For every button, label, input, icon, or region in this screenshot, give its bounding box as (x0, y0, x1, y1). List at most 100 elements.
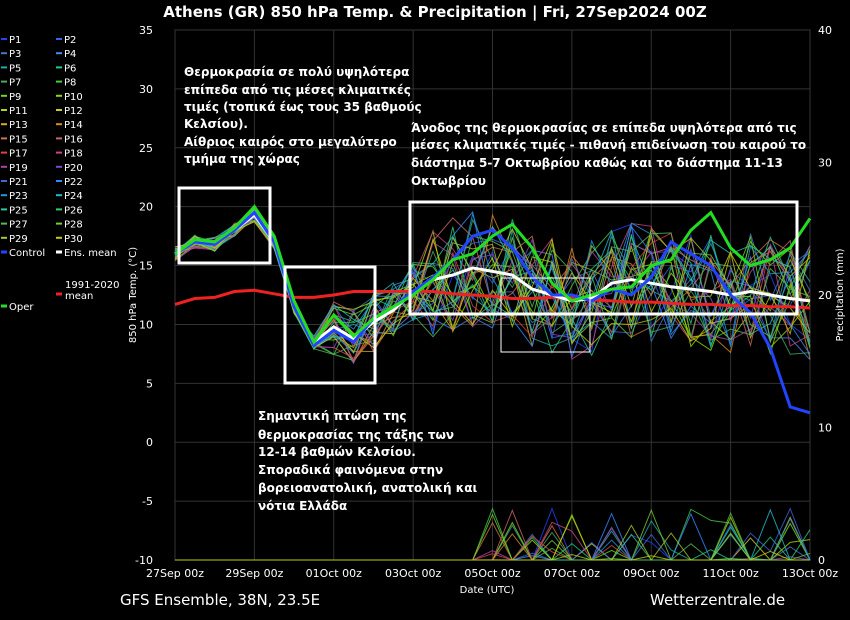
annotation-drop-line: Σημαντική πτώση της (258, 409, 407, 423)
legend-label: P8 (64, 78, 76, 89)
chart-title: Athens (GR) 850 hPa Temp. & Precipitatio… (163, 3, 707, 22)
legend-label: Control (9, 248, 45, 259)
legend-label: P25 (9, 205, 28, 216)
legend-label: P1 (9, 35, 21, 46)
annotation-drop-line: 12-14 βαθμών Κελσίου. (258, 445, 416, 459)
box-inner-period (500, 277, 591, 353)
y2-axis-ticks: 40 30 20 10 0 (818, 24, 832, 567)
legend-label: P23 (9, 191, 28, 202)
legend-label: 1991-2020 (65, 280, 120, 291)
legend-label: P12 (64, 106, 83, 117)
x-axis-label: Date (UTC) (460, 585, 515, 596)
annotation-rise-line: Οκτωβρίου (411, 174, 486, 188)
y2-axis-label: Precipitation (mm) (835, 248, 846, 341)
annotation-rise-line: Άνοδος της θερμοκρασίας σε επίπεδα υψηλό… (411, 121, 797, 135)
precip-line (175, 514, 810, 561)
x-tick-label: 01Oct 00z (306, 567, 363, 580)
y-tick-label: 35 (139, 24, 153, 37)
y-tick-label: 15 (139, 260, 153, 273)
annotation-warm-line: τμήμα της χώρας (184, 152, 300, 166)
legend: P1 P2 P3 P4 P5 P6 P7 P8 P9 P10 P11 P12 P13 P14 P15 P16 P… (1, 35, 120, 313)
annotation-warm-line: επίπεδα από τις μέσες κλιμαιτκές (184, 83, 411, 97)
annotation-drop-line: Σποραδικά φαινόμενα στην (258, 463, 443, 477)
series-line (174, 204, 812, 346)
box-cold-dip (283, 265, 377, 385)
legend-label: P13 (9, 120, 28, 131)
legend-label: mean (65, 291, 93, 302)
y-tick-label: 20 (139, 201, 153, 214)
x-axis-ticks: 27Sep 00z 29Sep 00z 01Oct 00z 03Oct 00z 05Oc… (146, 567, 838, 580)
y-tick-label: 25 (139, 142, 153, 155)
annotation-warm-line: Αίθριος καιρός στο μεγαλύτερο (184, 135, 397, 149)
legend-label: P4 (64, 49, 76, 60)
legend-label: P2 (64, 35, 76, 46)
legend-label: P6 (64, 63, 76, 74)
legend-label: P16 (64, 134, 83, 145)
y-tick-label: 10 (139, 318, 153, 331)
footer-source: GFS Ensemble, 38N, 23.5E (120, 591, 320, 609)
x-tick-label: 03Oct 00z (385, 567, 442, 580)
legend-label: P10 (64, 92, 83, 103)
box-rise-period (408, 200, 799, 316)
y2-tick-label: 10 (818, 422, 832, 435)
legend-label: P5 (9, 63, 21, 74)
y2-tick-label: 20 (818, 289, 832, 302)
legend-label: P22 (64, 177, 83, 188)
annotation-drop: Σημαντική πτώση της θερμοκρασίας της τάξ… (258, 409, 478, 513)
legend-label: P19 (9, 163, 28, 174)
annotation-drop-line: νότια Ελλάδα (258, 499, 347, 513)
legend-label: P7 (9, 78, 21, 89)
annotation-warm-line: τιμές (τοπικά έως τους 35 βαθμούς (184, 100, 422, 114)
legend-label: P26 (64, 205, 83, 216)
legend-label: P18 (64, 149, 83, 160)
legend-label: P15 (9, 134, 28, 145)
y-tick-label: -5 (142, 495, 153, 508)
y-tick-label: 0 (146, 436, 153, 449)
x-tick-label: 05Oct 00z (464, 567, 521, 580)
annotation-boxes (177, 186, 799, 385)
legend-label: P14 (64, 120, 83, 131)
legend-label: P29 (9, 234, 28, 245)
main-series (174, 204, 812, 415)
x-tick-label: 13Oct 00z (782, 567, 839, 580)
annotation-rise-line: μέσες κλιματικές τιμές - πιθανή επιδείνω… (411, 138, 806, 152)
y2-tick-label: 0 (818, 554, 825, 567)
legend-label: P24 (64, 191, 83, 202)
x-tick-label: 09Oct 00z (623, 567, 680, 580)
legend-label: P21 (9, 177, 28, 188)
annotation-rise: Άνοδος της θερμοκρασίας σε επίπεδα υψηλό… (411, 121, 806, 188)
annotation-rise-line: διάστημα 5-7 Οκτωβρίου καθώς και το διάσ… (411, 156, 783, 170)
y2-tick-label: 30 (818, 157, 832, 170)
annotation-drop-line: θερμοκρασίας της τάξης των (258, 428, 454, 442)
y-axis-label: 850 hPa Temp. (°C) (128, 247, 139, 343)
precip-lines (175, 507, 811, 561)
x-tick-label: 11Oct 00z (702, 567, 759, 580)
series-line (174, 210, 811, 415)
legend-label: P30 (64, 234, 83, 245)
legend-label: P27 (9, 220, 28, 231)
legend-label: P17 (9, 149, 28, 160)
series-line (174, 288, 811, 310)
legend-label: P11 (9, 106, 28, 117)
legend-label: P9 (9, 92, 21, 103)
y-axis-ticks: 35 30 25 20 15 10 5 0 -5 -10 (135, 24, 153, 567)
annotation-drop-line: βορειοανατολική, ανατολική και (258, 481, 478, 495)
y-tick-label: 30 (139, 83, 153, 96)
legend-label: P28 (64, 220, 83, 231)
legend-label: Oper (9, 302, 34, 313)
y-tick-label: 5 (146, 377, 153, 390)
y-tick-label: -10 (135, 554, 153, 567)
footer-site: Wetterzentrale.de (650, 591, 785, 609)
legend-label: P3 (9, 49, 21, 60)
legend-label: Ens. mean (64, 248, 117, 259)
annotation-warm-line: Θερμοκρασία σε πολύ υψηλότερα (184, 65, 409, 79)
y2-tick-label: 40 (818, 24, 832, 37)
box-warm-period (177, 186, 272, 265)
x-tick-label: 29Sep 00z (225, 567, 283, 580)
x-tick-label: 27Sep 00z (146, 567, 204, 580)
x-tick-label: 07Oct 00z (544, 567, 601, 580)
annotation-warm: Θερμοκρασία σε πολύ υψηλότερα επίπεδα απ… (184, 65, 422, 166)
legend-label: P20 (64, 163, 83, 174)
annotation-warm-line: Κελσίου). (184, 117, 248, 131)
